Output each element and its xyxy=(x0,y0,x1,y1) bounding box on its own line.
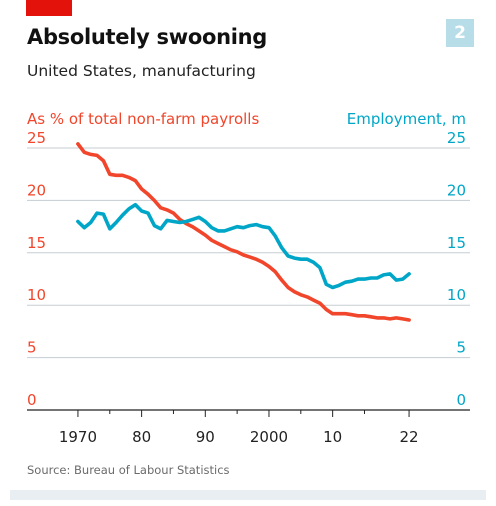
left-axis-label: As % of total non-farm payrolls xyxy=(27,110,259,128)
series-line-payroll-share xyxy=(76,142,411,322)
chart-subtitle: United States, manufacturing xyxy=(27,62,256,80)
x-tick-label: 80 xyxy=(132,428,151,446)
x-tick-label: 10 xyxy=(323,428,342,446)
brand-tag xyxy=(26,0,72,16)
x-tick-label: 1970 xyxy=(59,428,97,446)
left-tick-label: 15 xyxy=(27,234,46,252)
right-tick-label: 15 xyxy=(447,234,466,252)
chart-source: Source: Bureau of Labour Statistics xyxy=(27,463,230,477)
left-tick-label: 0 xyxy=(27,391,37,409)
right-tick-label: 10 xyxy=(447,286,466,304)
panel-bottom-band xyxy=(10,490,486,500)
chart-number-badge: 2 xyxy=(446,19,474,47)
series-line-employment xyxy=(76,202,411,290)
x-tick-label: 90 xyxy=(196,428,215,446)
x-tick-label: 22 xyxy=(400,428,419,446)
chart-title: Absolutely swooning xyxy=(27,25,268,49)
left-tick-label: 10 xyxy=(27,286,46,304)
right-tick-label: 25 xyxy=(447,129,466,147)
left-tick-label: 25 xyxy=(27,129,46,147)
right-axis-label: Employment, m xyxy=(347,110,466,128)
right-tick-label: 0 xyxy=(456,391,466,409)
x-tick-label: 2000 xyxy=(250,428,288,446)
right-tick-label: 5 xyxy=(456,339,466,357)
right-tick-label: 20 xyxy=(447,181,466,199)
left-tick-label: 5 xyxy=(27,339,37,357)
chart-panel xyxy=(10,0,486,496)
left-tick-label: 20 xyxy=(27,181,46,199)
